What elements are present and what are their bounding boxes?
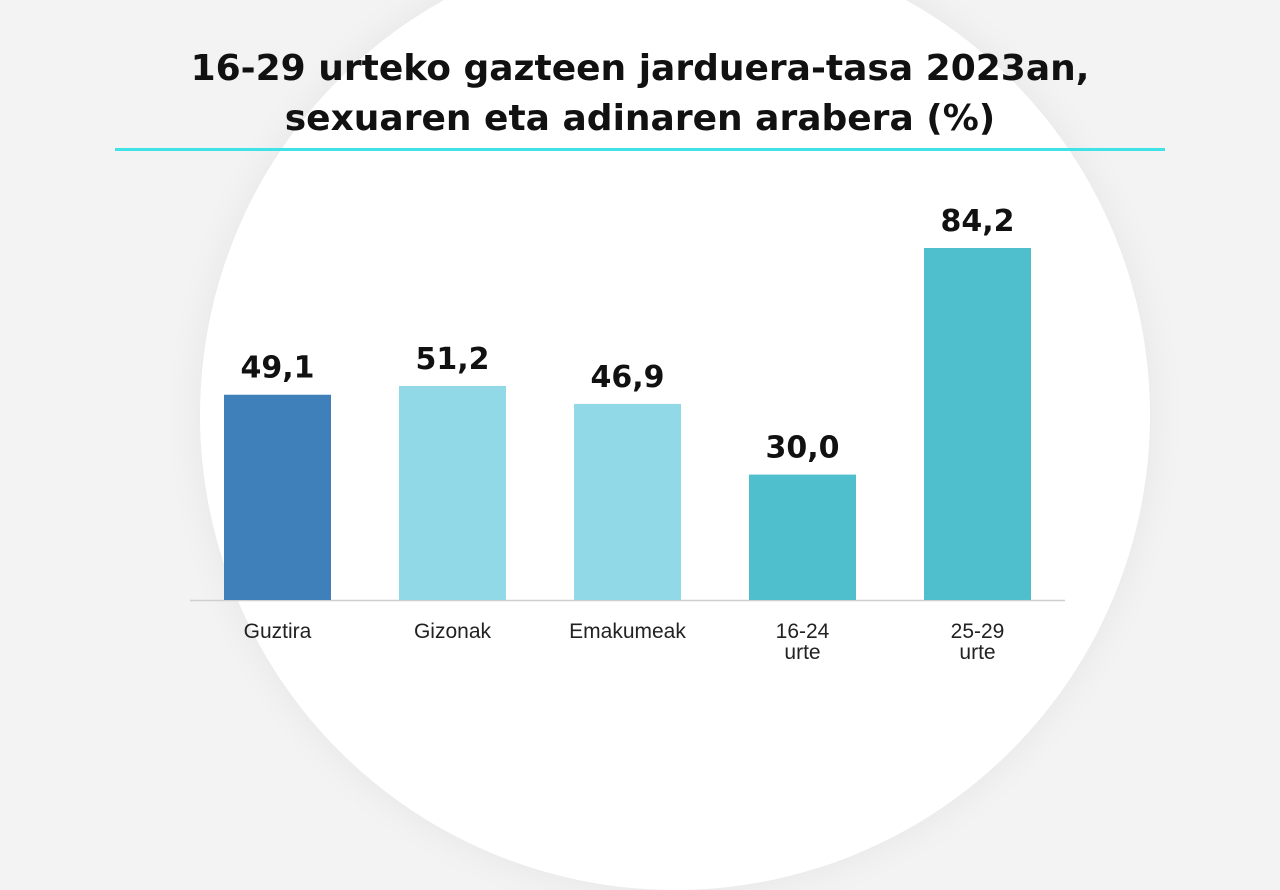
category-label-4-line-0: 25-29 [951, 620, 1005, 643]
chart-title-line-2: sexuaren eta adinaren arabera (%) [284, 98, 996, 139]
bar-1 [399, 385, 506, 600]
bar-3 [749, 474, 856, 600]
bar-chart: 49,1 Guztira 51,2 Gizonak 46,9 Emakumeak 30,0 1… [190, 204, 1065, 664]
value-label-4: 84,2 [940, 204, 1014, 239]
value-label-2: 46,9 [590, 360, 664, 395]
category-label-3-line-0: 16-24 [776, 620, 830, 643]
category-label-2: Emakumeak [569, 620, 686, 643]
chart-title: 16-29 urteko gazteen jarduera-tasa 2023a… [140, 44, 1140, 144]
category-label-3-line-1: urte [784, 641, 820, 664]
category-label-4-line-1: urte [959, 641, 995, 664]
value-label-0: 49,1 [240, 351, 314, 386]
chart-title-line-1: 16-29 urteko gazteen jarduera-tasa 2023a… [190, 48, 1090, 89]
bar-0 [224, 394, 331, 600]
bar-2 [574, 403, 681, 600]
value-label-3: 30,0 [765, 431, 839, 466]
value-label-1: 51,2 [415, 342, 489, 377]
title-underline [115, 148, 1165, 151]
category-label-1: Gizonak [414, 620, 492, 643]
bar-4 [924, 248, 1031, 600]
category-label-0: Guztira [244, 620, 312, 643]
